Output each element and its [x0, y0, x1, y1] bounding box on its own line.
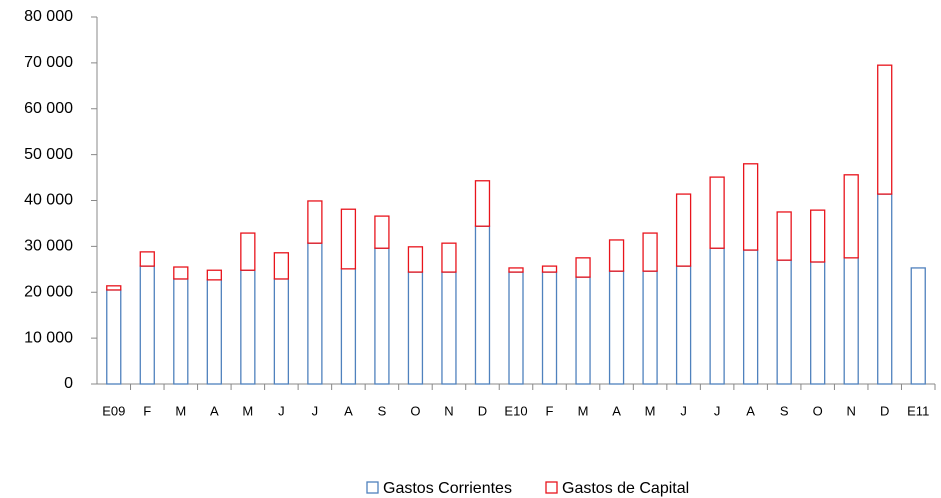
x-tick-label: D — [478, 403, 487, 418]
legend-label: Gastos de Capital — [562, 480, 689, 497]
bar-segment — [810, 209, 826, 263]
bar-segment — [843, 174, 859, 259]
bar-segment — [173, 278, 189, 385]
y-tick-label: 70 000 — [24, 54, 73, 71]
x-tick-label: J — [278, 403, 285, 418]
bar-segment — [877, 64, 893, 195]
bar-segment — [106, 289, 122, 385]
bar-segment — [541, 265, 558, 273]
bar-segment — [742, 249, 759, 385]
legend-label: Gastos Corrientes — [383, 480, 512, 497]
x-tick-label: J — [714, 403, 721, 418]
bar-segment — [810, 261, 826, 385]
bar-segment — [206, 279, 222, 385]
y-tick-label: 50 000 — [24, 146, 73, 163]
x-tick-label: D — [880, 403, 889, 418]
y-tick-label: 60 000 — [24, 100, 73, 117]
y-tick-label: 20 000 — [24, 283, 73, 300]
bar-segment — [307, 242, 323, 385]
x-tick-label: M — [578, 403, 589, 418]
bar-segment — [474, 180, 491, 227]
bar-segment — [139, 265, 155, 385]
bar-segment — [173, 266, 189, 280]
x-tick-label: E11 — [907, 403, 929, 418]
bar-segment — [776, 211, 792, 261]
y-tick-label: 10 000 — [24, 329, 73, 346]
y-tick-label: 40 000 — [24, 192, 73, 209]
bar-segment — [441, 271, 457, 385]
x-tick-label: O — [410, 403, 420, 418]
bar-segment — [675, 193, 692, 267]
x-tick-label: J — [312, 403, 319, 418]
bar-segment — [139, 251, 155, 267]
x-tick-label: M — [242, 403, 253, 418]
bar-segment — [508, 271, 524, 385]
bar-segment — [407, 246, 424, 273]
bar-segment — [575, 276, 591, 385]
x-tick-label: A — [344, 403, 353, 418]
bar-segment — [608, 270, 625, 385]
x-tick-label: M — [175, 403, 186, 418]
x-tick-label: O — [813, 403, 823, 418]
bar-segment — [508, 267, 524, 273]
bar-segment — [307, 200, 323, 244]
y-tick-label: 0 — [64, 375, 73, 392]
bar-segment — [877, 193, 893, 385]
x-tick-label: E09 — [102, 403, 125, 418]
x-tick-label: F — [546, 403, 554, 418]
bar-segment — [910, 267, 926, 385]
bar-segment — [709, 176, 725, 249]
bar-segment — [240, 269, 256, 385]
bar-segment — [843, 257, 859, 385]
bar-segment — [340, 268, 357, 385]
bar-segment — [407, 271, 424, 385]
bar-segment — [273, 252, 290, 280]
y-tick-label: 30 000 — [24, 238, 73, 255]
x-tick-label: N — [847, 403, 856, 418]
bar-segment — [374, 215, 390, 249]
x-tick-label: A — [210, 403, 219, 418]
legend-swatch — [545, 481, 558, 494]
bar-segment — [474, 225, 491, 385]
x-tick-label: A — [612, 403, 621, 418]
bar-segment — [541, 271, 558, 385]
bar-segment — [575, 257, 591, 278]
x-tick-label: J — [680, 403, 687, 418]
x-tick-label: S — [780, 403, 789, 418]
bar-segment — [240, 232, 256, 271]
bar-segment — [642, 232, 658, 272]
bar-segment — [642, 270, 658, 385]
bar-segment — [608, 239, 625, 272]
bar-segment — [340, 208, 357, 270]
bar-segment — [206, 269, 222, 281]
bar-segment — [106, 285, 122, 291]
bar-segment — [273, 278, 290, 385]
x-tick-label: A — [746, 403, 755, 418]
x-tick-label: M — [645, 403, 656, 418]
x-tick-label: E10 — [504, 403, 527, 418]
bar-segment — [742, 163, 759, 251]
bar-segment — [709, 247, 725, 385]
bar-segment — [441, 242, 457, 273]
legend-swatch — [366, 481, 379, 494]
x-tick-label: N — [444, 403, 453, 418]
bar-segment — [374, 247, 390, 385]
y-tick-label: 80 000 — [24, 8, 73, 25]
bar-segment — [675, 265, 692, 385]
bar-segment — [776, 259, 792, 385]
x-tick-label: F — [143, 403, 151, 418]
x-tick-label: S — [378, 403, 387, 418]
